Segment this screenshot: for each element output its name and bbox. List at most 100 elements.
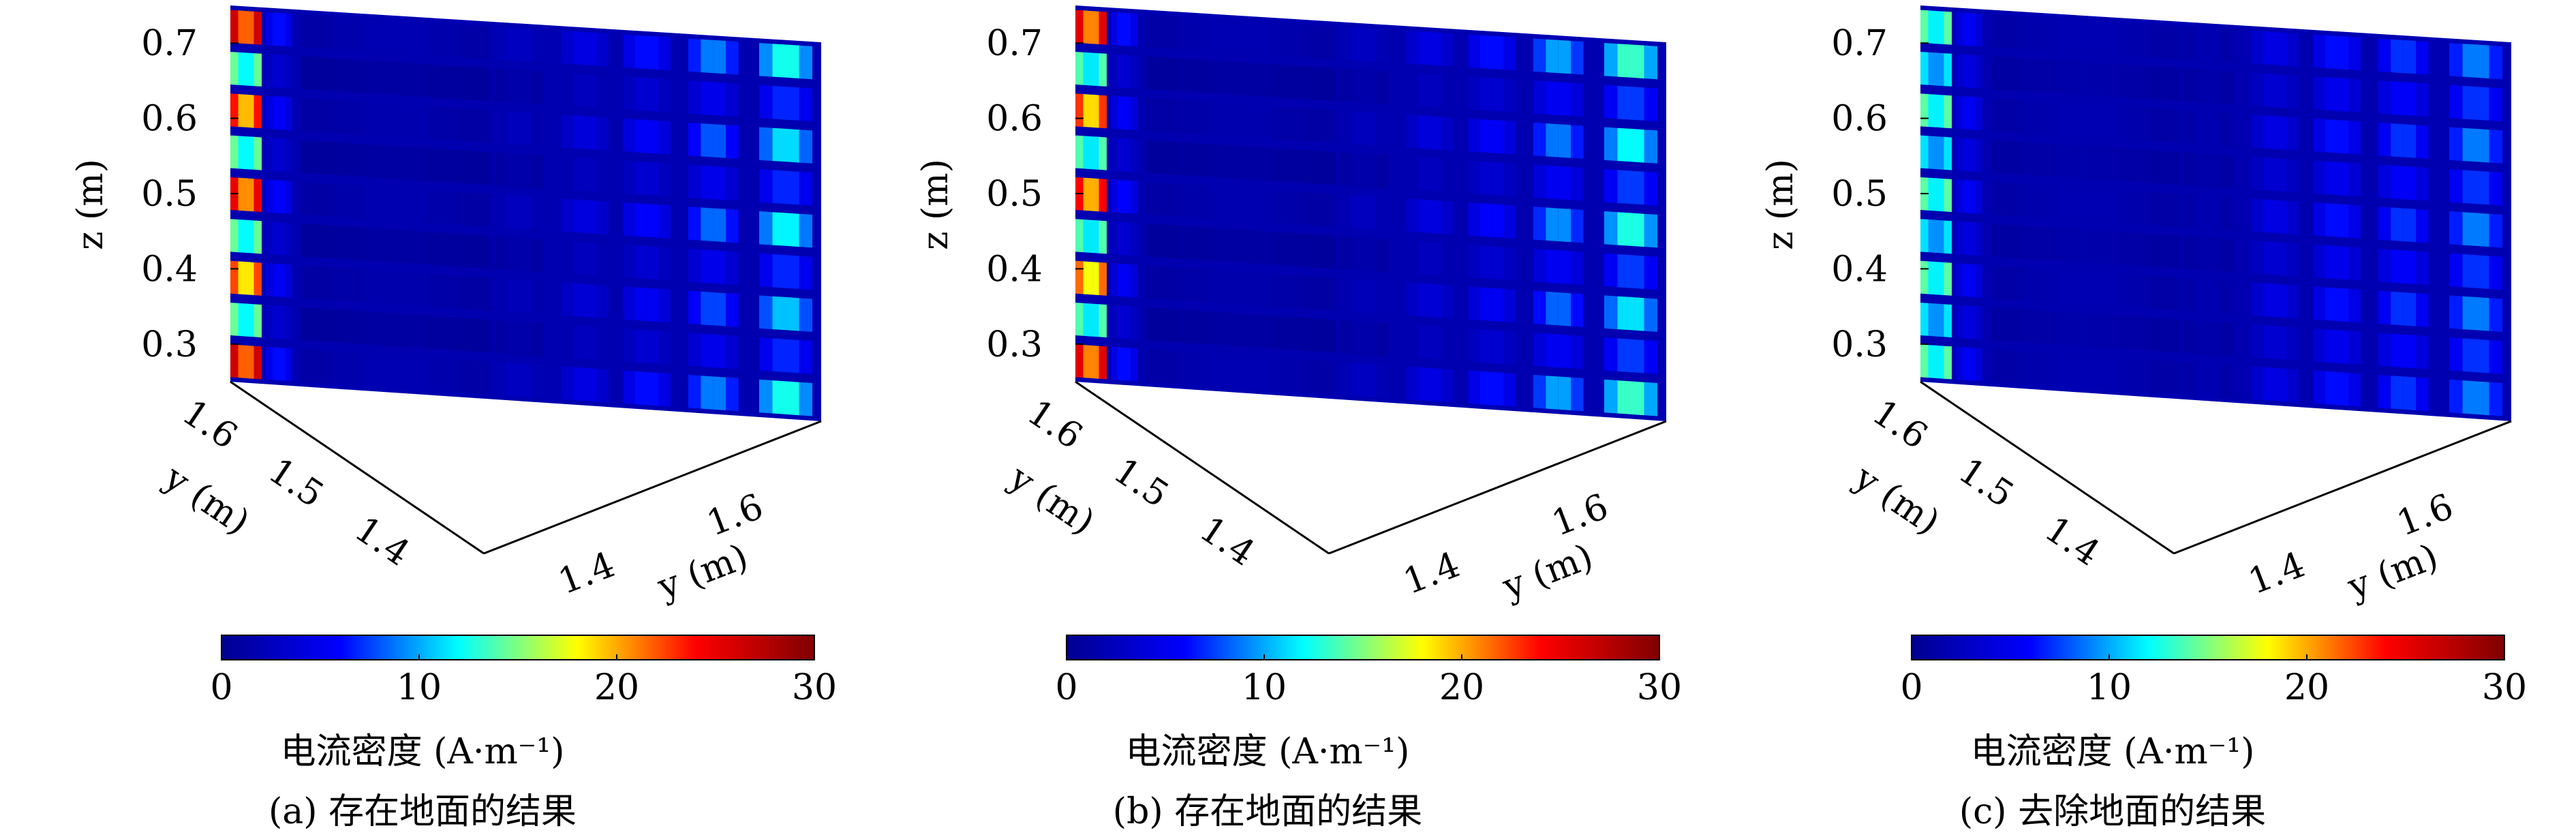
heatmap-cell [2449,337,2463,371]
heatmap-cell [2208,321,2222,356]
heatmap-cell [1304,150,1336,185]
heatmap-cell [688,290,701,325]
heatmap-cell [2489,213,2502,248]
heatmap-cell [658,204,671,239]
heatmap-cell [726,209,739,243]
heatmap-cell [254,346,262,380]
heatmap-cell [1492,288,1504,322]
heatmap-cell [759,169,773,203]
left-axis-tick-label: 1.4 [2038,508,2107,574]
heatmap-cell [2023,142,2055,177]
left-floor-axis [1920,380,2175,555]
heatmap-cell [1617,296,1631,331]
heatmap-cell [1492,371,1504,406]
heatmap-cell [238,261,246,295]
heatmap-cell [658,162,671,197]
heatmap-cell [786,381,799,416]
heatmap-cell [1240,271,1272,307]
heatmap-cell [1178,16,1210,51]
heatmap-cell [1546,207,1559,241]
heatmap-cell [1117,263,1124,297]
heatmap-cell [1083,177,1091,211]
heatmap-cell [647,162,659,196]
heatmap-cell [531,364,544,399]
heatmap-cell [518,279,532,314]
left-axis-tick-label: 1.4 [1193,508,1262,574]
heatmap-cell [1546,249,1559,284]
heatmap-cell [2054,353,2086,389]
heatmap-cell [2313,118,2325,153]
heatmap-cell [1546,123,1559,157]
heatmap-cell [1338,236,1351,270]
heatmap-cell [1083,303,1091,337]
heatmap-cell [1969,96,1976,130]
heatmap-cell [272,263,279,297]
heatmap-cell [2449,169,2463,203]
heatmap-cell [1338,26,1351,61]
heatmap-cell [427,64,459,100]
z-tick-label: 0.3 [1831,324,1888,365]
heatmap-cell [2023,100,2055,135]
heatmap-cell [1976,348,1982,382]
heatmap-cell [799,45,812,80]
heatmap-cell [759,253,773,288]
heatmap-cell [254,11,262,45]
right-axis-tick-label: 1.4 [1398,545,1465,603]
heatmap-cell [493,68,506,102]
heatmap-cell [2023,16,2055,51]
heatmap-cell [2348,247,2361,281]
left-axis-tick-label: 1.6 [175,392,245,457]
heatmap-cell [1604,379,1618,414]
heatmap-cell [1644,256,1657,290]
heatmap-cell [1936,136,1944,170]
heatmap-cell [2476,87,2489,121]
heatmap-cell [1304,234,1336,269]
heatmap-cell [395,20,427,55]
heatmap-cell [1091,219,1099,254]
heatmap-cell [531,70,544,105]
heatmap-cell [1956,263,1963,296]
heatmap-cell [713,166,726,200]
heatmap-cell [1131,222,1137,256]
heatmap-cell [634,329,647,363]
heatmap-cell [1936,262,1944,295]
heatmap-cell [1468,329,1480,363]
colorbar-tick-label: 20 [1439,667,1484,708]
heatmap-cell [1558,82,1571,116]
heatmap-cell [2416,251,2429,286]
heatmap-cell [585,200,597,234]
heatmap-cell [1617,170,1631,204]
heatmap-cell [2403,376,2417,410]
heatmap-cell [2183,26,2196,61]
heatmap-cell [1083,52,1091,86]
heatmap-cell [1441,284,1454,319]
heatmap-cell [1178,100,1210,135]
heatmap-cell [1962,179,1969,213]
heatmap-cell [2325,371,2337,406]
right-axis-tick-label: 1.4 [553,545,620,603]
heatmap-cell [2196,363,2209,397]
heatmap-cell [2286,117,2299,151]
heatmap-cell [1644,382,1657,416]
heatmap-cell [1417,283,1430,317]
heatmap-cell [2325,329,2337,363]
heatmap-cell [2337,78,2349,112]
heatmap-cell [2462,212,2476,246]
heatmap-cell [230,219,239,253]
heatmap-cell [1991,97,2023,133]
heatmap-cell [506,195,519,229]
heatmap-cell [2208,363,2222,397]
heatmap-cell [1631,44,1644,79]
heatmap-cell [395,146,427,181]
heatmap-cell [2196,320,2209,355]
heatmap-cell [1503,288,1516,323]
heatmap-cell [1936,345,1944,379]
heatmap-cell [2196,69,2209,103]
heatmap-cell [2286,159,2299,193]
heatmap-cell [1091,11,1099,44]
heatmap-cell [2449,211,2463,245]
heatmap-cell [786,296,799,331]
heatmap-cell [2183,236,2196,270]
heatmap-cell [561,198,573,232]
heatmap-cell [1644,171,1657,206]
